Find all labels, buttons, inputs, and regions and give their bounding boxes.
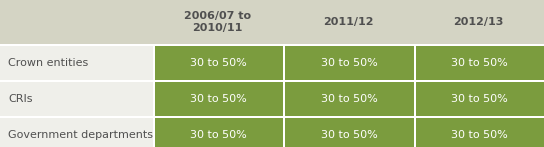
Text: 30 to 50%: 30 to 50% — [190, 130, 247, 140]
Text: 30 to 50%: 30 to 50% — [452, 58, 508, 68]
Text: 30 to 50%: 30 to 50% — [190, 58, 247, 68]
Bar — [413, 118, 416, 147]
Text: 2011/12: 2011/12 — [323, 17, 374, 27]
Text: 30 to 50%: 30 to 50% — [190, 94, 247, 104]
Bar — [283, 118, 285, 147]
Bar — [283, 46, 413, 80]
Bar — [413, 46, 544, 80]
Text: 2006/07 to
2010/11: 2006/07 to 2010/11 — [184, 11, 251, 33]
Bar — [0, 82, 152, 116]
Text: 30 to 50%: 30 to 50% — [452, 130, 508, 140]
Bar — [152, 82, 154, 116]
Text: CRIs: CRIs — [8, 94, 33, 104]
Bar — [152, 118, 154, 147]
Text: 30 to 50%: 30 to 50% — [321, 94, 378, 104]
Text: Government departments: Government departments — [8, 130, 153, 140]
Bar — [413, 82, 544, 116]
Bar — [413, 118, 544, 147]
Bar — [283, 46, 285, 80]
Bar — [413, 46, 416, 80]
Bar — [152, 46, 283, 80]
Bar — [0, 118, 152, 147]
Bar — [283, 82, 413, 116]
Bar — [0, 44, 544, 46]
Text: 30 to 50%: 30 to 50% — [321, 58, 378, 68]
Bar — [283, 82, 285, 116]
Bar — [0, 0, 544, 44]
Bar — [283, 118, 413, 147]
Text: Crown entities: Crown entities — [8, 58, 88, 68]
Bar — [152, 118, 283, 147]
Text: 30 to 50%: 30 to 50% — [452, 94, 508, 104]
Text: 30 to 50%: 30 to 50% — [321, 130, 378, 140]
Bar — [0, 46, 152, 80]
Text: 2012/13: 2012/13 — [454, 17, 504, 27]
Bar — [152, 46, 154, 80]
Bar — [152, 82, 283, 116]
Bar — [0, 116, 544, 118]
Bar — [0, 80, 544, 82]
Bar — [413, 82, 416, 116]
